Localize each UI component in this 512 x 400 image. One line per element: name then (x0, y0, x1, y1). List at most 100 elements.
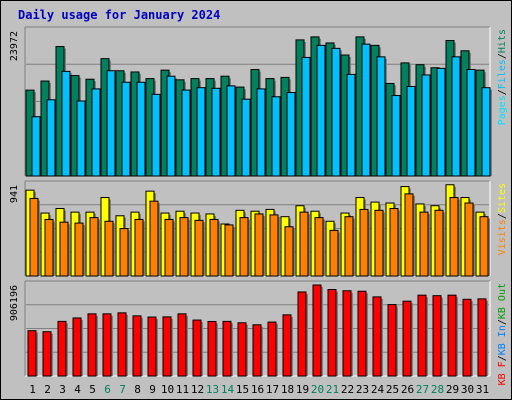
kbytes-bar (27, 330, 37, 377)
sites-bar (374, 209, 384, 277)
sites-bar (194, 219, 204, 277)
sites-bar (29, 197, 39, 277)
kbytes-bar (102, 313, 112, 377)
files-bar (241, 98, 251, 177)
files-bar (361, 43, 371, 177)
sites-bar (254, 213, 264, 277)
day-label: 1 (29, 383, 36, 396)
day-label: 11 (176, 383, 189, 396)
sites-bar (464, 202, 474, 277)
hits-max-label: 23972 (9, 31, 20, 61)
hits-legend-part: Pages (497, 95, 508, 125)
day-label: 14 (221, 383, 235, 396)
files-bar (136, 81, 146, 177)
kbytes-bar (132, 315, 142, 377)
visits-max-label: 941 (9, 185, 20, 203)
sites-bar (284, 226, 294, 277)
kbytes-legend-part: KB F (497, 361, 508, 385)
kbytes-bar (342, 290, 352, 377)
day-label: 18 (281, 383, 294, 396)
sites-bar (179, 217, 189, 277)
files-bar (331, 47, 341, 177)
sites-bar (74, 222, 84, 277)
kbytes-bar (267, 321, 277, 377)
day-label: 26 (401, 383, 414, 396)
files-bar (406, 85, 416, 177)
files-bar (301, 56, 311, 177)
day-label: 7 (119, 383, 126, 396)
hits-legend-part: / (497, 53, 508, 59)
sites-bar (344, 216, 354, 277)
kbytes-bar (327, 289, 337, 377)
sites-bar (449, 197, 459, 277)
files-bar (76, 100, 86, 177)
kbytes-bar (42, 331, 52, 377)
kbytes-max-label: 906196 (9, 285, 20, 321)
kbytes-bar (87, 313, 97, 377)
files-bar (466, 69, 476, 177)
sites-bar (239, 217, 249, 277)
panel-hits (24, 26, 492, 177)
files-bar (376, 56, 386, 177)
files-bar (61, 70, 71, 177)
day-label: 27 (416, 383, 429, 396)
kbytes-legend-part: KB Out (497, 283, 508, 319)
kbytes-bar (297, 291, 307, 377)
sites-bar (269, 214, 279, 277)
files-bar (166, 75, 176, 177)
kbytes-bar (462, 298, 472, 377)
files-bar (106, 70, 116, 177)
day-label: 13 (206, 383, 219, 396)
kbytes-bar (402, 300, 412, 377)
sites-bar (209, 218, 219, 277)
files-bar (226, 85, 236, 177)
day-label: 5 (89, 383, 96, 396)
files-bar (151, 93, 161, 177)
files-bar (211, 87, 221, 177)
day-label: 12 (191, 383, 204, 396)
kbytes-bar (312, 284, 322, 377)
sites-bar (89, 217, 99, 277)
day-label: 23 (356, 383, 369, 396)
day-label: 2 (44, 383, 51, 396)
kbytes-bar (192, 319, 202, 377)
day-label: 25 (386, 383, 399, 396)
files-bar (286, 92, 296, 177)
day-label: 4 (74, 383, 81, 396)
day-label: 20 (311, 383, 324, 396)
day-label: 16 (251, 383, 264, 396)
files-bar (121, 81, 131, 177)
sites-bar (404, 193, 414, 277)
files-bar (481, 87, 491, 177)
kbytes-bar (477, 298, 487, 377)
kbytes-bar (237, 322, 247, 377)
sites-bar (104, 220, 114, 277)
day-label: 22 (341, 383, 354, 396)
sites-bar (164, 218, 174, 277)
sites-bar (44, 218, 54, 277)
day-label: 3 (59, 383, 66, 396)
day-label: 28 (431, 383, 444, 396)
files-bar (181, 89, 191, 177)
kbytes-bar (282, 314, 292, 377)
files-bar (346, 73, 356, 177)
day-label: 31 (476, 383, 489, 396)
kbytes-bar (177, 313, 187, 377)
day-label: 17 (266, 383, 279, 396)
day-label: 29 (446, 383, 459, 396)
files-bar (196, 87, 206, 177)
day-label: 21 (326, 383, 339, 396)
visits-legend: Visits/Sites (497, 183, 508, 255)
kbytes-bar (417, 294, 427, 377)
sites-bar (419, 211, 429, 277)
files-bar (271, 96, 281, 177)
files-bar (391, 95, 401, 177)
files-bar (436, 67, 446, 177)
day-label: 8 (134, 383, 141, 396)
visits-legend-part: Visits (497, 219, 508, 255)
kbytes-legend-part: / (497, 319, 508, 325)
kbytes-bar (117, 312, 127, 377)
sites-bar (299, 211, 309, 277)
day-label: 15 (236, 383, 249, 396)
sites-bar (119, 228, 129, 277)
